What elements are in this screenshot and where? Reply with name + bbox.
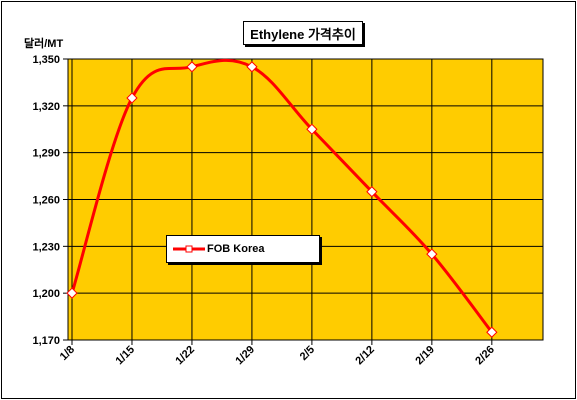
x-tick-label: 2/5: [298, 344, 317, 363]
y-tick-label: 1,350: [32, 54, 60, 66]
y-tick-label: 1,260: [32, 195, 60, 207]
x-tick-label: 2/19: [413, 344, 437, 368]
x-axis: 1/8 1/15 1/22 1/29 2/5 2/12 2/19 2/26: [58, 340, 497, 367]
x-tick-label: 1/29: [233, 344, 257, 368]
y-axis-label: 달러/MT: [24, 38, 64, 50]
x-tick-label: 2/26: [473, 344, 497, 368]
x-tick-label: 1/22: [173, 344, 197, 368]
chart-title: Ethylene 가격추이: [243, 21, 363, 45]
data-point-marker: [486, 326, 498, 338]
chart-title-text: Ethylene 가격추이: [250, 26, 356, 42]
data-point-marker: [366, 186, 378, 198]
data-point-marker: [126, 92, 138, 104]
x-tick-label: 1/15: [113, 344, 137, 368]
legend-line-key: [173, 245, 205, 253]
data-point-marker: [246, 61, 258, 73]
y-axis: 1,170 1,200 1,230 1,260 1,290 1,320 1,350: [32, 54, 68, 347]
data-point-marker: [426, 248, 438, 260]
legend-label: FOB Korea: [207, 243, 265, 255]
y-tick-label: 1,230: [32, 241, 60, 253]
y-tick-label: 1,320: [32, 101, 60, 113]
data-point-marker: [306, 123, 318, 135]
y-tick-label: 1,290: [32, 148, 60, 160]
y-tick-label: 1,200: [32, 288, 60, 300]
grid-lines: [68, 58, 543, 341]
series-markers: [66, 61, 498, 338]
y-tick-label: 1,170: [32, 335, 60, 347]
x-tick-label: 2/12: [353, 344, 377, 368]
legend: FOB Korea: [166, 235, 320, 263]
x-tick-label: 1/8: [58, 344, 77, 363]
data-point-marker: [186, 61, 198, 73]
series-line-fob-korea: [70, 58, 494, 334]
data-point-marker: [66, 287, 78, 299]
